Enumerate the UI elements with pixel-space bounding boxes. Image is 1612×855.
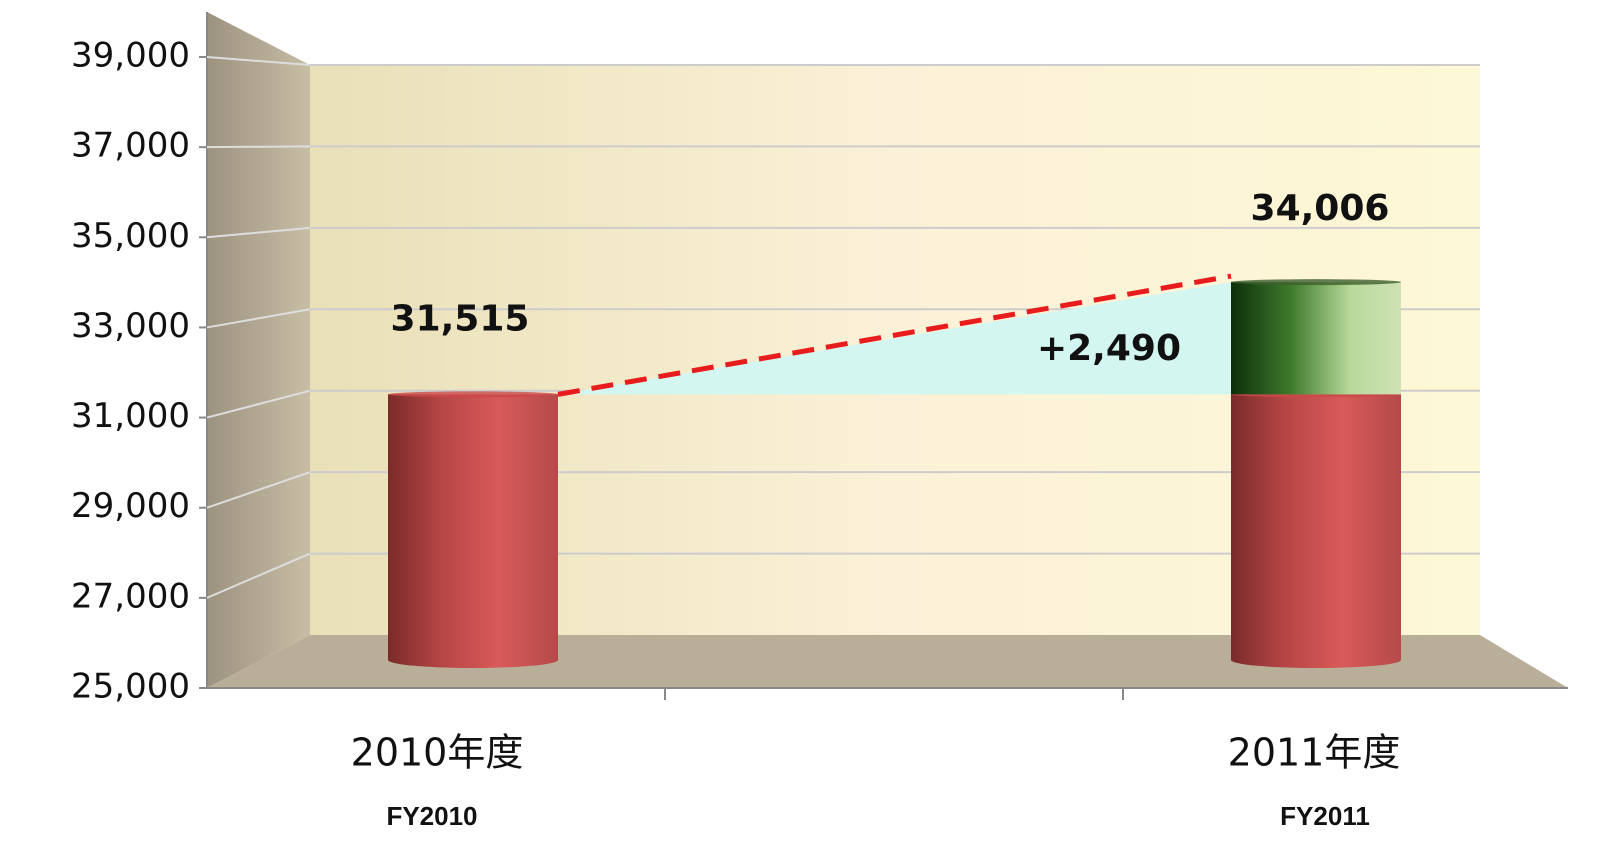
grid-line <box>206 308 311 329</box>
bar <box>1231 394 1401 660</box>
x-tick-label: 2010年度 <box>351 731 524 775</box>
y-tick-label: 33,000 <box>71 306 190 346</box>
bar-bottom <box>388 652 558 668</box>
y-tick-label: 27,000 <box>71 576 190 616</box>
x-tick-label: 2011年度 <box>1228 731 1401 775</box>
y-tick-label: 31,000 <box>71 396 190 436</box>
x-sub-label: FY2010 <box>386 801 477 831</box>
x-sub-label: FY2011 <box>1280 801 1370 831</box>
y-tick-label: 29,000 <box>71 486 190 526</box>
bar <box>388 394 558 660</box>
y-tick-label: 39,000 <box>71 36 190 76</box>
bar-top <box>1231 279 1401 286</box>
grid-line <box>206 471 311 509</box>
y-tick-label: 25,000 <box>71 667 190 707</box>
y-tick-label: 37,000 <box>71 126 190 166</box>
grid-line <box>206 389 311 419</box>
side-wall <box>207 12 310 688</box>
value-label: +2,490 <box>1037 328 1181 369</box>
bar <box>1231 282 1401 395</box>
grid-line <box>206 552 311 599</box>
y-tick-label: 35,000 <box>71 216 190 256</box>
grid-line <box>206 56 311 66</box>
total-label: 34,006 <box>1251 188 1390 229</box>
grid-line <box>206 226 311 239</box>
total-label: 31,515 <box>391 298 530 339</box>
increase-line <box>557 273 1232 397</box>
bar-top <box>388 391 558 398</box>
grid-line <box>206 145 311 149</box>
bar-bottom <box>1231 652 1401 668</box>
